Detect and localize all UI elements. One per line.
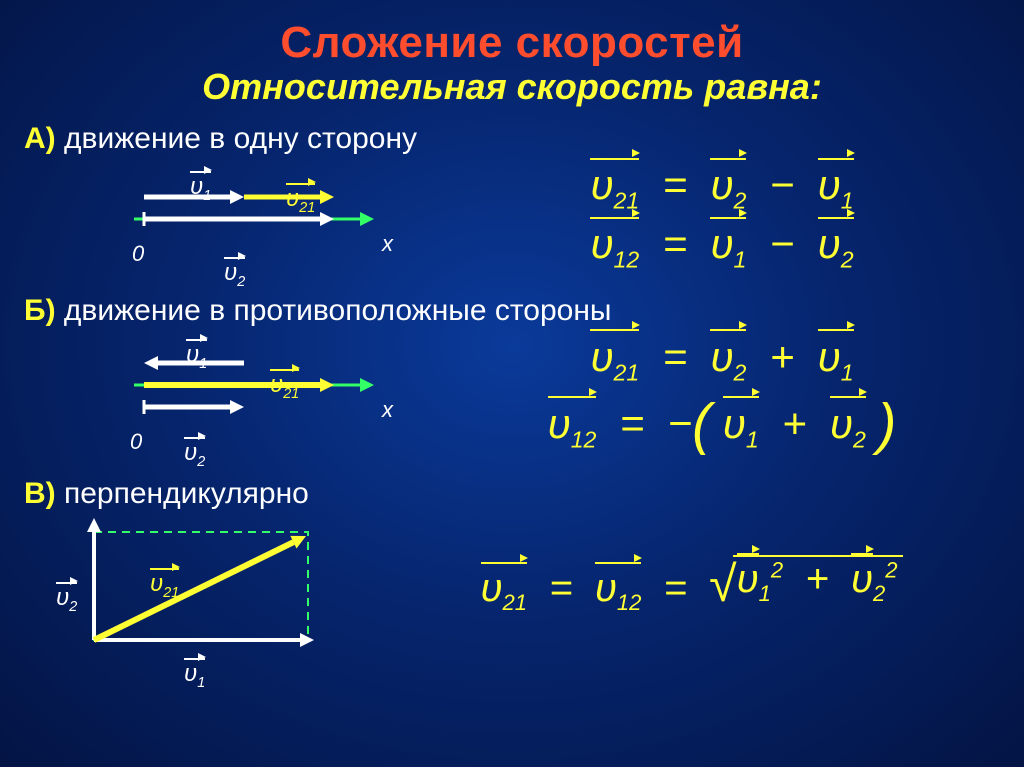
slide-title: Сложение скоростей <box>24 18 1000 68</box>
formulas-a: υ21 = υ2 − υ1 υ12 = υ1 − υ2 <box>444 155 1000 280</box>
formula-a1: υ21 = υ2 − υ1 <box>444 161 1000 214</box>
diagram-a: 0xυ1υ2υ21 <box>74 155 394 265</box>
case-a-row: 0xυ1υ2υ21 υ21 = υ2 − υ1 υ12 = υ1 − υ2 <box>24 155 1000 280</box>
formula-b2: υ12 = −( υ1 + υ2 ) <box>444 392 1000 457</box>
case-c-heading: В) перпендикулярно <box>24 477 1000 510</box>
diag-b-wrap: 0xυ1υ2υ21 <box>24 327 444 442</box>
case-a-text: движение в одну сторону <box>64 122 417 155</box>
formulas-c: υ21 = υ12 = √ υ12 + υ22 <box>384 549 1000 622</box>
case-c-label: В) <box>24 477 56 510</box>
diag-a-wrap: 0xυ1υ2υ21 <box>24 155 444 265</box>
case-c-text: перпендикулярно <box>64 477 309 510</box>
case-a-label: А) <box>24 122 56 155</box>
sqrt-icon: √ υ12 + υ22 <box>709 555 903 613</box>
case-b-text: движение в противоположные стороны <box>64 294 612 327</box>
formulas-b: υ21 = υ2 + υ1 υ12 = −( υ1 + υ2 ) <box>444 327 1000 463</box>
slide: Сложение скоростей Относительная скорост… <box>0 0 1024 767</box>
diagram-c: υ2υ1υ21 <box>54 510 354 660</box>
formula-a2: υ12 = υ1 − υ2 <box>444 220 1000 273</box>
case-c-row: υ2υ1υ21 υ21 = υ12 = √ υ12 + υ22 <box>24 510 1000 660</box>
diagram-b: 0xυ1υ2υ21 <box>74 327 394 442</box>
case-b-row: 0xυ1υ2υ21 υ21 = υ2 + υ1 υ12 = −( υ1 + υ2… <box>24 327 1000 463</box>
formula-c: υ21 = υ12 = √ υ12 + υ22 <box>384 555 1000 616</box>
slide-subtitle: Относительная скорость равна: <box>24 66 1000 108</box>
formula-b1: υ21 = υ2 + υ1 <box>444 333 1000 386</box>
diag-c-wrap: υ2υ1υ21 <box>24 510 384 660</box>
case-b-label: Б) <box>24 294 56 327</box>
